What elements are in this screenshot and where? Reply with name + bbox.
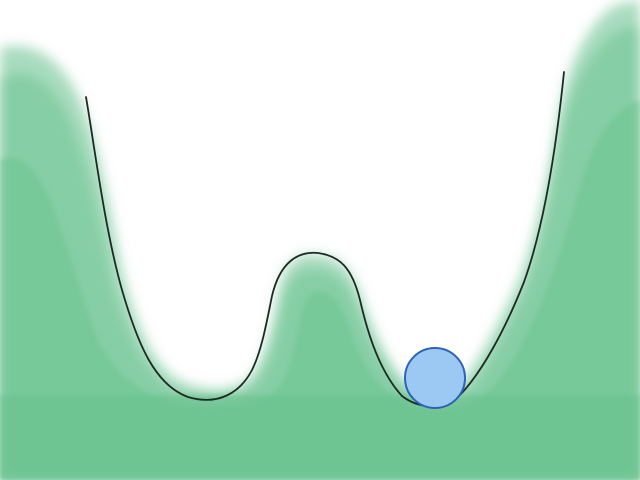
ball-outline bbox=[404, 347, 466, 409]
potential-curve bbox=[85, 71, 565, 407]
ball-body bbox=[405, 348, 465, 408]
ball bbox=[404, 347, 466, 409]
landscape-fill-bottom bbox=[0, 395, 640, 480]
